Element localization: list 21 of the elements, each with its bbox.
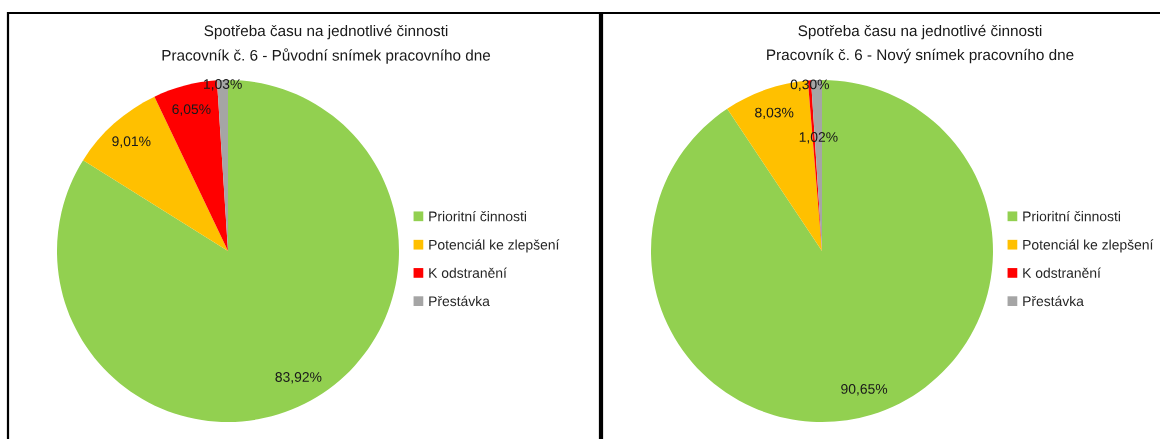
chart-subtitle: Pracovník č. 6 - Původní snímek pracovního dne bbox=[162, 48, 491, 64]
data-label: 1,03% bbox=[204, 79, 242, 91]
data-label: 9,01% bbox=[112, 136, 151, 148]
data-label: 83,92% bbox=[275, 372, 322, 384]
legend-label: Přestávka bbox=[1023, 295, 1084, 307]
chart-title: Spotřeba času na jednotlivé činnosti bbox=[204, 24, 448, 40]
pie-slice bbox=[83, 96, 228, 251]
data-label: 6,05% bbox=[172, 104, 211, 116]
chart-title: Spotřeba času na jednotlivé činnosti bbox=[798, 24, 1042, 40]
legend-label: Potenciál ke zlepšení bbox=[1023, 239, 1154, 253]
legend-label: K odstranění bbox=[429, 267, 507, 278]
pie-slice bbox=[57, 80, 399, 422]
pie-slice bbox=[651, 80, 993, 422]
data-label: 8,03% bbox=[755, 107, 794, 120]
legend-label: Přestávka bbox=[429, 295, 490, 307]
legend-label: Potenciál ke zlepšení bbox=[429, 239, 560, 253]
legend-label: K odstranění bbox=[1023, 267, 1101, 278]
legend-label: Prioritní činnosti bbox=[429, 210, 527, 222]
data-label: 90,65% bbox=[841, 384, 888, 396]
chart-subtitle: Pracovník č. 6 - Nový snímek pracovního dne bbox=[767, 48, 1074, 64]
legend-label: Prioritní činnosti bbox=[1023, 210, 1121, 222]
